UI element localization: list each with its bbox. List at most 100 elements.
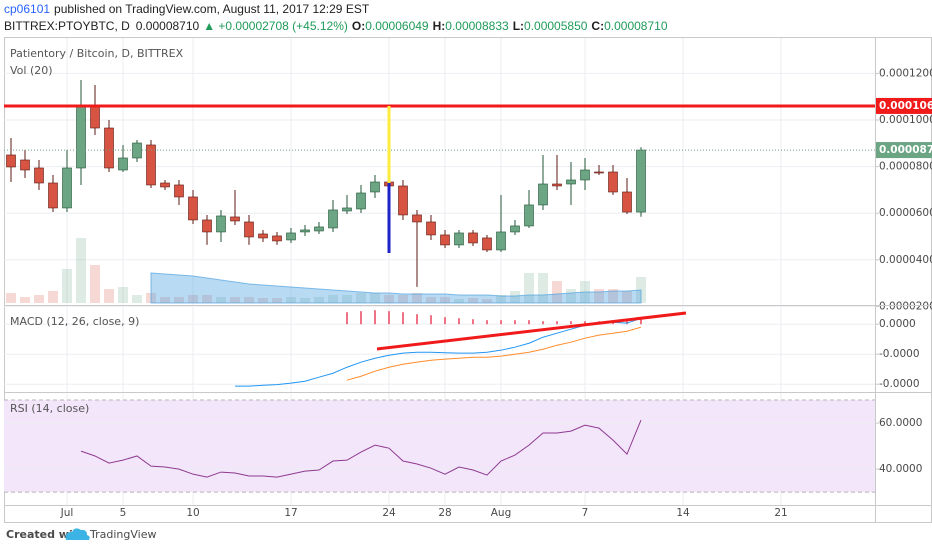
volume-bar bbox=[132, 295, 142, 303]
volume-bar bbox=[230, 297, 240, 303]
volume-bar bbox=[398, 295, 408, 303]
x-tick-label: 14 bbox=[676, 507, 690, 519]
x-tick-label: Jul bbox=[60, 507, 74, 519]
volume-bar bbox=[482, 299, 492, 303]
x-tick-label: 5 bbox=[120, 507, 127, 519]
y-tick-label: -0.0000 bbox=[879, 348, 920, 360]
histogram-bar bbox=[472, 319, 474, 325]
y-tick-label: 0.00008000 bbox=[879, 161, 932, 173]
candle-body bbox=[104, 127, 114, 169]
volume-bar bbox=[20, 297, 30, 303]
candle-body bbox=[482, 237, 492, 251]
histogram-bar bbox=[640, 318, 642, 325]
candle-body bbox=[244, 221, 254, 238]
publish-line: cp06101 published on TradingView.com, Aug… bbox=[4, 2, 370, 16]
volume-bar bbox=[90, 265, 100, 303]
candle-body bbox=[272, 235, 282, 242]
volume-bar bbox=[202, 295, 212, 303]
candle-body bbox=[300, 229, 310, 233]
author[interactable]: cp06101 bbox=[4, 2, 50, 16]
volume-bar bbox=[454, 299, 464, 303]
volume-bar bbox=[566, 289, 576, 303]
candle-body bbox=[202, 219, 212, 233]
candle-body bbox=[286, 232, 296, 241]
y-tick-label: 0.0000 bbox=[879, 318, 916, 330]
volume-bar bbox=[510, 291, 520, 303]
candle-body bbox=[412, 214, 422, 223]
candle-body bbox=[90, 104, 100, 129]
candle-body bbox=[636, 149, 646, 213]
candle-body bbox=[76, 104, 86, 169]
volume-bar bbox=[440, 297, 450, 303]
candle-body bbox=[454, 232, 464, 246]
y-tick-label: 0.00010000 bbox=[879, 114, 932, 126]
histogram-bar bbox=[374, 310, 376, 325]
ohlc-value: 0.00006049 bbox=[365, 19, 429, 33]
volume-bar bbox=[188, 295, 198, 303]
histogram-bar bbox=[500, 320, 502, 325]
histogram-bar bbox=[444, 317, 446, 325]
candle-body bbox=[468, 232, 478, 244]
histogram-bar bbox=[346, 312, 348, 325]
histogram-bar bbox=[570, 321, 572, 325]
published: published on TradingView.com, August 11,… bbox=[54, 2, 370, 16]
candle-body bbox=[496, 231, 506, 251]
logo bbox=[65, 528, 90, 540]
candle-body bbox=[426, 221, 436, 236]
volume-bar bbox=[384, 295, 394, 303]
pane-title: RSI (14, close) bbox=[10, 402, 89, 415]
y-tick-label: -0.0000 bbox=[879, 378, 920, 390]
candle-body bbox=[314, 226, 324, 232]
rsi-band bbox=[4, 400, 875, 493]
symbol-line: BITTREX:PTOYBTC, D 0.00008710 ▲ +0.0000270… bbox=[4, 19, 668, 33]
candle-body bbox=[440, 234, 450, 246]
volume-bar bbox=[118, 287, 128, 303]
histogram-bar bbox=[430, 315, 432, 325]
volume-bar bbox=[48, 291, 58, 303]
candle-body bbox=[6, 154, 16, 168]
candle-body bbox=[216, 215, 226, 233]
y-tick-label: 0.00004000 bbox=[879, 254, 932, 266]
candle-body bbox=[622, 191, 632, 213]
x-tick-label: 28 bbox=[438, 507, 451, 519]
x-tick-label: 7 bbox=[582, 507, 589, 519]
pane-title: MACD (12, 26, close, 9) bbox=[10, 315, 139, 328]
histogram-bar bbox=[388, 311, 390, 325]
volume-bar bbox=[314, 297, 324, 303]
candle-body bbox=[356, 192, 366, 210]
candle-body bbox=[552, 183, 562, 187]
volume-bar bbox=[300, 298, 310, 303]
volume-bar bbox=[426, 297, 436, 303]
volume-bar bbox=[216, 297, 226, 303]
volume-bar bbox=[594, 289, 604, 303]
candle-body bbox=[188, 196, 198, 221]
y-tick-label: 40.0000 bbox=[879, 463, 922, 475]
histogram-bar bbox=[486, 320, 488, 325]
candle-body bbox=[608, 171, 618, 193]
candle-body bbox=[160, 182, 170, 188]
candle-body bbox=[370, 181, 380, 193]
ohlc-label: O: bbox=[352, 19, 365, 33]
y-tick-label: 0.00006000 bbox=[879, 207, 932, 219]
x-tick-label: 10 bbox=[186, 507, 199, 519]
candle-body bbox=[230, 216, 240, 222]
y-tick-label: 0.00002000 bbox=[879, 300, 932, 312]
candle-body bbox=[20, 159, 30, 171]
last-price: 0.00008710 bbox=[136, 19, 200, 33]
volume-bar bbox=[76, 238, 86, 303]
histogram-bar bbox=[402, 312, 404, 325]
volume-bar bbox=[174, 297, 184, 303]
candle-body bbox=[328, 209, 338, 229]
x-tick-label: 21 bbox=[774, 507, 787, 519]
candle-body bbox=[580, 169, 590, 181]
volume-bar bbox=[524, 273, 534, 303]
volume-bar bbox=[62, 269, 72, 303]
candle-body bbox=[258, 233, 268, 239]
candle-body bbox=[118, 157, 128, 171]
footer-brand[interactable]: TradingView bbox=[89, 528, 156, 541]
change: ▲ +0.00002708 (+45.12%) bbox=[203, 19, 348, 33]
x-tick-label: Aug bbox=[491, 507, 512, 519]
volume-bar bbox=[286, 297, 296, 303]
pane-title: Vol (20) bbox=[10, 64, 53, 77]
